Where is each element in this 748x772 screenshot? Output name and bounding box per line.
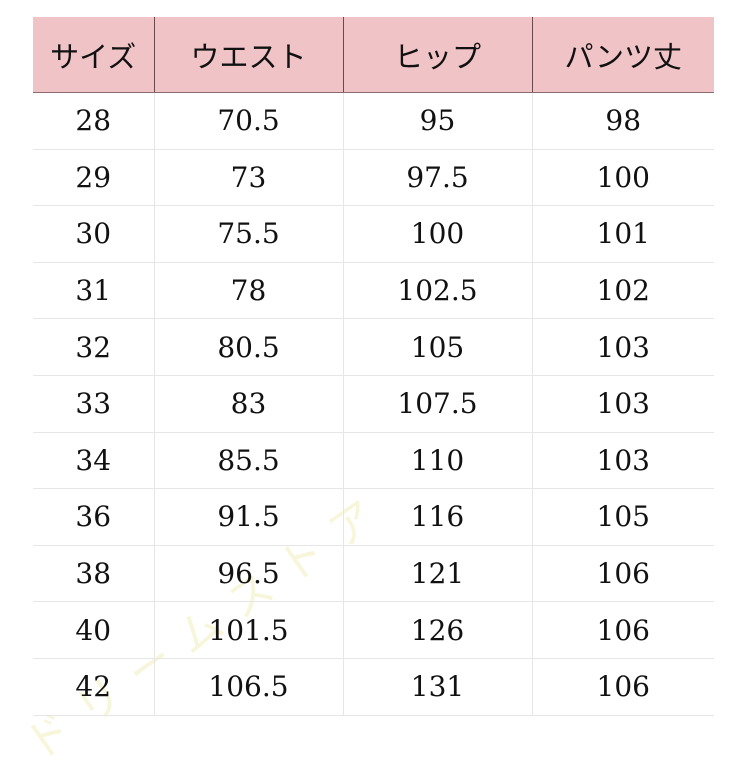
header-length: パンツ丈	[531, 17, 714, 93]
cell-waist: 85.5	[153, 432, 343, 490]
cell-length: 103	[531, 432, 714, 490]
cell-length: 106	[531, 545, 714, 603]
table-row: 29 73 97.5 100	[33, 149, 714, 207]
cell-waist: 106.5	[153, 658, 343, 716]
cell-waist: 78	[153, 262, 343, 320]
cell-length: 105	[531, 488, 714, 546]
cell-waist: 80.5	[153, 318, 343, 376]
cell-length: 102	[531, 262, 714, 320]
cell-length: 103	[531, 375, 714, 433]
cell-size: 30	[33, 205, 154, 263]
cell-length: 103	[531, 318, 714, 376]
cell-hip: 126	[342, 601, 532, 659]
cell-length: 98	[531, 92, 714, 150]
table-row: 36 91.5 116 105	[33, 488, 714, 546]
cell-hip: 131	[342, 658, 532, 716]
table-row: 30 75.5 100 101	[33, 205, 714, 263]
header-waist: ウエスト	[153, 17, 343, 93]
table-row: 38 96.5 121 106	[33, 545, 714, 603]
cell-hip: 97.5	[342, 149, 532, 207]
cell-length: 106	[531, 601, 714, 659]
cell-waist: 96.5	[153, 545, 343, 603]
cell-hip: 116	[342, 488, 532, 546]
cell-size: 34	[33, 432, 154, 490]
cell-waist: 83	[153, 375, 343, 433]
cell-size: 33	[33, 375, 154, 433]
cell-waist: 75.5	[153, 205, 343, 263]
header-row: サイズ ウエスト ヒップ パンツ丈	[33, 17, 714, 93]
cell-hip: 121	[342, 545, 532, 603]
table-row: 34 85.5 110 103	[33, 432, 714, 490]
table-row: 40 101.5 126 106	[33, 601, 714, 659]
cell-size: 38	[33, 545, 154, 603]
cell-size: 36	[33, 488, 154, 546]
table-row: 31 78 102.5 102	[33, 262, 714, 320]
header-size: サイズ	[33, 17, 154, 93]
cell-hip: 95	[342, 92, 532, 150]
cell-length: 100	[531, 149, 714, 207]
table-row: 42 106.5 131 106	[33, 658, 714, 716]
size-table: サイズ ウエスト ヒップ パンツ丈 28 70.5 95 98 29 73 97.5 100 3…	[33, 17, 714, 716]
cell-length: 106	[531, 658, 714, 716]
cell-waist: 101.5	[153, 601, 343, 659]
cell-size: 32	[33, 318, 154, 376]
cell-size: 31	[33, 262, 154, 320]
cell-length: 101	[531, 205, 714, 263]
table-row: 32 80.5 105 103	[33, 318, 714, 376]
cell-size: 40	[33, 601, 154, 659]
cell-size: 29	[33, 149, 154, 207]
cell-size: 42	[33, 658, 154, 716]
header-hip: ヒップ	[342, 17, 532, 93]
cell-hip: 105	[342, 318, 532, 376]
cell-size: 28	[33, 92, 154, 150]
cell-hip: 100	[342, 205, 532, 263]
cell-waist: 70.5	[153, 92, 343, 150]
table-row: 28 70.5 95 98	[33, 92, 714, 150]
cell-hip: 107.5	[342, 375, 532, 433]
cell-hip: 102.5	[342, 262, 532, 320]
table-row: 33 83 107.5 103	[33, 375, 714, 433]
cell-waist: 73	[153, 149, 343, 207]
cell-hip: 110	[342, 432, 532, 490]
cell-waist: 91.5	[153, 488, 343, 546]
